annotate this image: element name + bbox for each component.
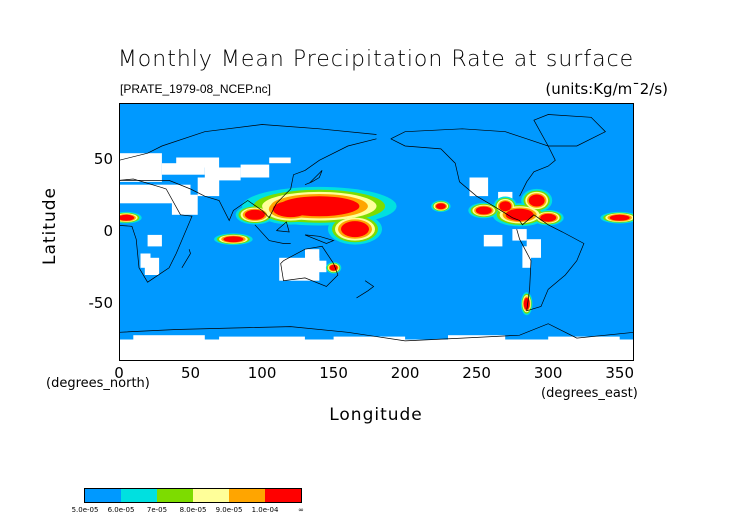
coastline — [119, 178, 193, 283]
colorbar-swatch — [265, 489, 301, 502]
coastline — [254, 224, 291, 244]
colorbar-swatch — [85, 489, 121, 502]
precip-red — [499, 201, 512, 212]
y-tick-label: 0 — [103, 222, 113, 240]
no-data-cell — [333, 336, 406, 343]
no-data-cell — [512, 229, 527, 241]
x-tick-label: 300 — [533, 364, 563, 382]
precip-red — [244, 209, 265, 220]
no-data-cell — [133, 335, 205, 341]
no-data-cell — [119, 153, 162, 182]
precip-red — [540, 213, 557, 222]
x-axis-label: Longitude — [329, 405, 423, 425]
no-data-cell — [140, 253, 151, 268]
precipitation-bands — [119, 186, 634, 316]
colorbar-label: 1.0e-04 — [251, 506, 279, 514]
plot-title: Monthly Mean Precipitation Rate at surfa… — [117, 47, 635, 72]
y-axis-unit: (degrees_north) — [46, 376, 150, 391]
x-tick-label: 200 — [390, 364, 420, 382]
x-tick-label: 250 — [462, 364, 491, 382]
coastline — [533, 114, 606, 147]
no-data-cell — [240, 164, 270, 178]
coastline — [119, 124, 377, 161]
y-tick-label: -50 — [88, 293, 114, 312]
colorbar-swatch — [229, 489, 265, 502]
coastline — [280, 245, 339, 287]
map-frame — [119, 103, 634, 361]
precip-red — [119, 214, 135, 221]
coastline — [356, 280, 375, 299]
x-tick-label: 0 — [114, 364, 124, 382]
no-data-cell — [119, 339, 634, 361]
precipitation-map — [119, 103, 634, 361]
colorbar — [84, 488, 302, 503]
precip-red — [609, 214, 630, 221]
colorbar-label: 9.0e-05 — [215, 506, 243, 514]
colorbar-label: 8.0e-05 — [179, 506, 207, 514]
no-data-cell — [161, 163, 205, 175]
coastline — [276, 221, 290, 233]
coastline — [119, 323, 634, 342]
coastline — [119, 138, 377, 222]
no-data-cell — [219, 336, 305, 341]
colorbar-swatch — [121, 489, 157, 502]
no-data-cell — [483, 234, 503, 247]
no-data-cell — [176, 157, 220, 168]
precip-red — [341, 221, 369, 238]
x-tick-label: 350 — [605, 364, 635, 382]
coastline — [304, 234, 335, 244]
map-canvas — [119, 103, 634, 361]
precip-red — [329, 264, 338, 271]
no-data-cell — [548, 336, 620, 341]
x-tick-label: 150 — [319, 364, 348, 382]
x-tick-label: 50 — [180, 364, 201, 382]
no-data-cell — [197, 177, 220, 197]
colorbar-swatch — [157, 489, 193, 502]
no-data-cell — [305, 249, 320, 268]
coastline — [181, 249, 191, 268]
no-data-cell — [269, 157, 291, 164]
precip-red — [435, 203, 446, 210]
precip-red — [272, 201, 309, 218]
colorbar-swatch — [193, 489, 229, 502]
no-data-cell — [140, 186, 180, 198]
no-data-cell — [469, 177, 489, 197]
colorbar-label: ∞ — [298, 506, 304, 514]
no-data-cell — [522, 246, 531, 268]
y-tick-label: 50 — [93, 150, 113, 169]
no-data-cell — [171, 194, 198, 215]
colorbar-label: 6.0e-05 — [107, 506, 135, 514]
precip-red — [223, 236, 244, 243]
x-axis-unit: (degrees_east) — [541, 386, 638, 401]
precip-red — [523, 297, 530, 310]
coastline — [390, 138, 585, 312]
no-data-cell — [147, 234, 162, 247]
coastlines — [119, 114, 634, 342]
no-data-cell — [204, 167, 241, 181]
precip-red — [528, 194, 545, 207]
units-label: (units:Kg/m¯2/s) — [545, 80, 668, 98]
precip-red — [475, 206, 492, 215]
colorbar-label: 7e-05 — [146, 506, 168, 514]
coastline — [304, 170, 323, 186]
no-data-regions — [119, 153, 634, 361]
colorbar-label: 5.0e-05 — [71, 506, 99, 514]
y-axis-label: Latitude — [40, 187, 60, 265]
file-label: [PRATE_1979-08_NCEP.nc] — [120, 82, 271, 96]
x-tick-label: 100 — [247, 364, 277, 382]
